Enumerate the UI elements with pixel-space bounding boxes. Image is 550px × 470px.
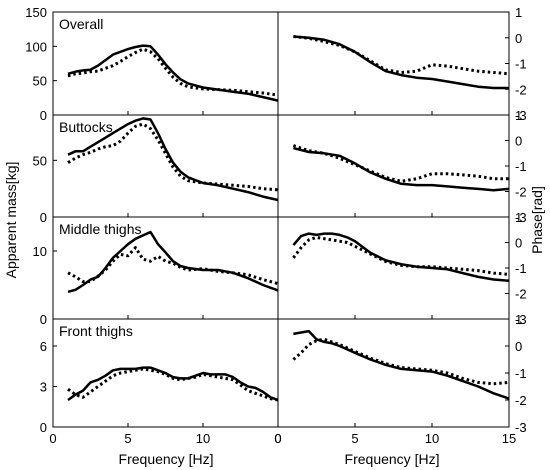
y-axis-title-right: Phase[rad] bbox=[529, 186, 545, 254]
phase-tick-label-buttocks--2: -2 bbox=[515, 185, 527, 200]
phase-tick-label-overall-0: 0 bbox=[515, 31, 522, 46]
series-middle-thighs-mass-solid bbox=[67, 230, 279, 294]
phase-tick-label-front-thighs--2: -2 bbox=[515, 393, 527, 408]
x-tick-label-phase-0: 0 bbox=[274, 431, 281, 446]
y-tick-label-front-thighs-6: 6 bbox=[40, 339, 47, 354]
panel-frame-overall-phase bbox=[277, 11, 510, 116]
phase-tick-label-middle-thighs--3: -3 bbox=[515, 312, 527, 327]
series-front-thighs-phase-dotted bbox=[292, 337, 510, 386]
phase-tick-label-buttocks-0: 0 bbox=[515, 134, 522, 149]
series-buttocks-phase-solid bbox=[293, 146, 510, 192]
y-tick-label-front-thighs-0: 0 bbox=[40, 420, 47, 435]
phase-tick-label-front-thighs-1: 1 bbox=[515, 312, 522, 327]
x-axis-title-left: Frequency [Hz] bbox=[119, 451, 214, 467]
phase-tick-label-overall--3: -3 bbox=[515, 108, 527, 123]
y-tick-label-overall-0: 0 bbox=[40, 108, 47, 123]
series-overall-phase-solid bbox=[293, 35, 509, 90]
series-front-thighs-mass-dotted bbox=[67, 367, 279, 402]
phase-tick-label-overall--2: -2 bbox=[515, 82, 527, 97]
y-tick-label-overall-50: 50 bbox=[33, 74, 47, 89]
phase-tick-label-overall-1: 1 bbox=[515, 5, 522, 20]
series-buttocks-mass-solid bbox=[67, 117, 279, 202]
panel-frame-buttocks-phase bbox=[277, 114, 510, 218]
y-axis-title-left: Apparent mass[kg] bbox=[3, 162, 19, 279]
y-tick-label-middle-thighs-10: 10 bbox=[33, 244, 47, 259]
x-tick-label-mass-0: 0 bbox=[49, 431, 56, 446]
x-tick-label-phase-3: 15 bbox=[502, 431, 516, 446]
phase-tick-label-front-thighs--1: -1 bbox=[515, 366, 527, 381]
series-overall-phase-dotted bbox=[293, 35, 510, 76]
panel-frame-middle-thighs-phase bbox=[277, 216, 510, 320]
phase-tick-label-buttocks--3: -3 bbox=[515, 210, 527, 225]
phase-tick-label-middle-thighs-1: 1 bbox=[515, 210, 522, 225]
panel-label-buttocks: Buttocks bbox=[59, 119, 113, 135]
x-tick-label-phase-2: 10 bbox=[425, 431, 439, 446]
series-overall-mass-dotted bbox=[67, 47, 279, 97]
y-tick-label-buttocks-0: 0 bbox=[40, 210, 47, 225]
panel-label-front-thighs: Front thighs bbox=[59, 323, 133, 339]
phase-tick-label-front-thighs--3: -3 bbox=[515, 420, 527, 435]
x-axis-title-right: Frequency [Hz] bbox=[345, 451, 440, 467]
series-front-thighs-phase-solid bbox=[293, 329, 510, 400]
y-tick-label-overall-150: 150 bbox=[25, 5, 47, 20]
series-buttocks-mass-dotted bbox=[67, 122, 279, 192]
series-overall-mass-solid bbox=[67, 44, 279, 102]
x-tick-label-mass-2: 10 bbox=[196, 431, 210, 446]
phase-tick-label-middle-thighs--1: -1 bbox=[515, 261, 527, 276]
phase-tick-label-overall--1: -1 bbox=[515, 57, 527, 72]
series-middle-thighs-phase-solid bbox=[292, 232, 510, 283]
phase-tick-label-middle-thighs-0: 0 bbox=[515, 236, 522, 251]
phase-tick-label-buttocks-1: 1 bbox=[515, 108, 522, 123]
phase-tick-label-middle-thighs--2: -2 bbox=[515, 287, 527, 302]
y-tick-label-middle-thighs-0: 0 bbox=[40, 312, 47, 327]
x-tick-label-mass-3: 0 bbox=[274, 431, 281, 446]
phase-tick-label-front-thighs-0: 0 bbox=[515, 339, 522, 354]
series-middle-thighs-phase-dotted bbox=[292, 235, 510, 276]
x-tick-label-mass-1: 5 bbox=[124, 431, 131, 446]
y-tick-label-overall-100: 100 bbox=[25, 39, 47, 54]
phase-tick-label-buttocks--1: -1 bbox=[515, 159, 527, 174]
x-tick-label-phase-1: 5 bbox=[351, 431, 358, 446]
y-tick-label-front-thighs-3: 3 bbox=[40, 380, 47, 395]
series-buttocks-phase-dotted bbox=[292, 144, 509, 183]
panel-label-middle-thighs: Middle thighs bbox=[59, 221, 142, 237]
panel-label-overall: Overall bbox=[59, 16, 103, 32]
y-tick-label-buttocks-50: 50 bbox=[33, 153, 47, 168]
series-front-thighs-mass-solid bbox=[67, 366, 279, 402]
series-middle-thighs-mass-dotted bbox=[67, 246, 279, 286]
